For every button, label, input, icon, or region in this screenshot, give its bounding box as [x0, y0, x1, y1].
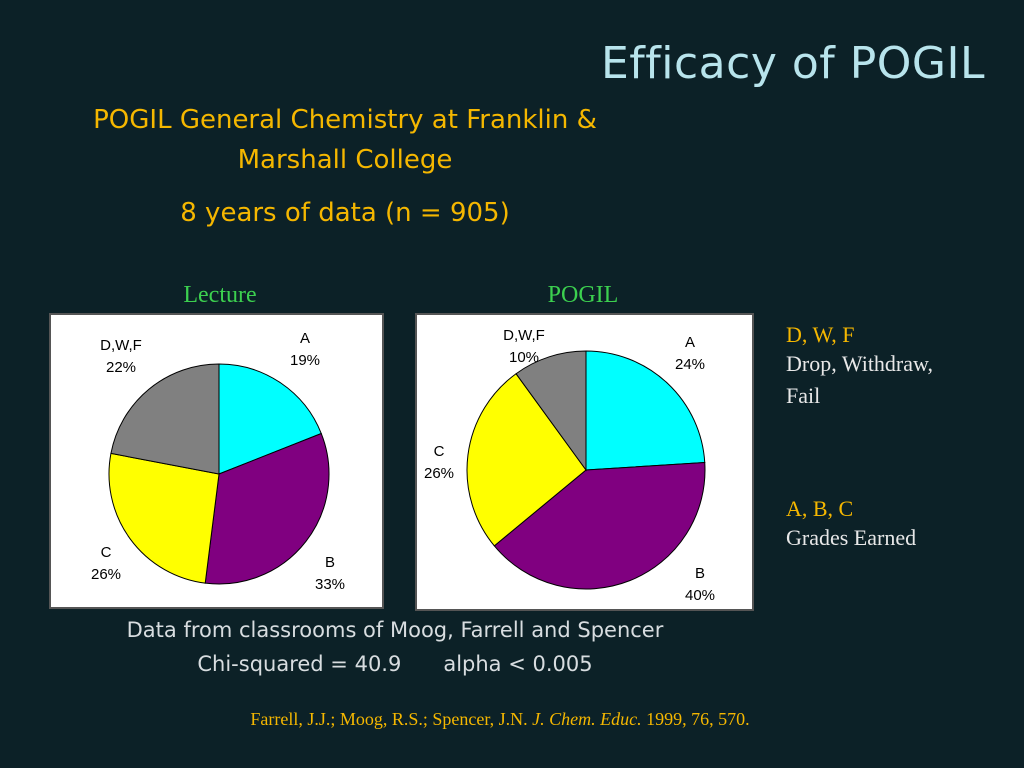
- lecture-chart-title: Lecture: [183, 282, 257, 308]
- legend-dwf: D, W, F Drop, Withdraw, Fail: [786, 322, 933, 412]
- statistics-note: Chi-squared = 40.9 alpha < 0.005: [0, 652, 790, 676]
- pogil-label-dwf-percent: 10%: [509, 349, 539, 366]
- data-source-note: Data from classrooms of Moog, Farrell an…: [126, 618, 664, 642]
- pogil-label-c-name: C: [434, 443, 445, 460]
- lecture-label-dwf-name: D,W,F: [100, 337, 142, 354]
- years-of-data: 8 years of data (n = 905): [180, 198, 510, 228]
- legend-dwf-line-2: Fail: [786, 383, 821, 408]
- lecture-label-dwf-percent: 22%: [106, 359, 136, 376]
- legend-dwf-heading: D, W, F: [786, 322, 855, 347]
- lecture-slice-dwf: [110, 363, 220, 475]
- lecture-label-c-percent: 26%: [91, 566, 121, 583]
- citation-authors: Farrell, J.J.; Moog, R.S.; Spencer, J.N.: [250, 709, 528, 729]
- pogil-slice-dwf: [515, 350, 587, 472]
- citation-journal: J. Chem. Educ.: [532, 709, 642, 729]
- pogil-label-b-name: B: [695, 565, 705, 582]
- citation-details: 1999, 76, 570.: [646, 709, 750, 729]
- lecture-slice-c: [108, 452, 220, 584]
- lecture-label-a-percent: 19%: [290, 352, 320, 369]
- lecture-slice-a: [218, 363, 322, 475]
- pogil-label-dwf-name: D,W,F: [503, 327, 545, 344]
- lecture-label-b-percent: 33%: [315, 576, 345, 593]
- lecture-label-a-name: A: [300, 330, 310, 347]
- pogil-label-a-name: A: [685, 334, 695, 351]
- legend-abc: A, B, C Grades Earned: [786, 496, 916, 554]
- pogil-slice-b: [493, 461, 706, 590]
- subtitle-line-1: POGIL General Chemistry at Franklin &: [93, 105, 597, 135]
- subtitle-line-2: Marshall College: [237, 145, 453, 175]
- pogil-label-a-percent: 24%: [675, 356, 705, 373]
- pogil-slice-c: [466, 373, 587, 547]
- pogil-label-b-percent: 40%: [685, 587, 715, 604]
- lecture-chart-frame: A 19% B 33% C 26% D,W,F 22%: [49, 313, 384, 609]
- alpha-value: alpha < 0.005: [443, 652, 593, 676]
- slide-subtitle: POGIL General Chemistry at Franklin & Ma…: [20, 100, 670, 180]
- lecture-slice-b: [204, 432, 330, 585]
- lecture-label-b-name: B: [325, 554, 335, 571]
- chi-squared-value: Chi-squared = 40.9: [197, 652, 402, 676]
- pogil-slice-a: [585, 350, 706, 471]
- citation: Farrell, J.J.; Moog, R.S.; Spencer, J.N.…: [0, 709, 1000, 730]
- pogil-chart-frame: A 24% B 40% C 26% D,W,F 10%: [415, 313, 754, 611]
- pogil-label-c-percent: 26%: [424, 465, 454, 482]
- pogil-pie-chart: A 24% B 40% C 26% D,W,F 10%: [424, 327, 715, 604]
- lecture-pie-chart: A 19% B 33% C 26% D,W,F 22%: [91, 330, 345, 593]
- legend-abc-heading: A, B, C: [786, 496, 854, 521]
- legend-dwf-line-1: Drop, Withdraw,: [786, 351, 933, 376]
- pogil-chart-title: POGIL: [547, 282, 619, 308]
- slide-title: Efficacy of POGIL: [600, 38, 985, 89]
- legend-abc-line-1: Grades Earned: [786, 525, 917, 550]
- lecture-label-c-name: C: [101, 544, 112, 561]
